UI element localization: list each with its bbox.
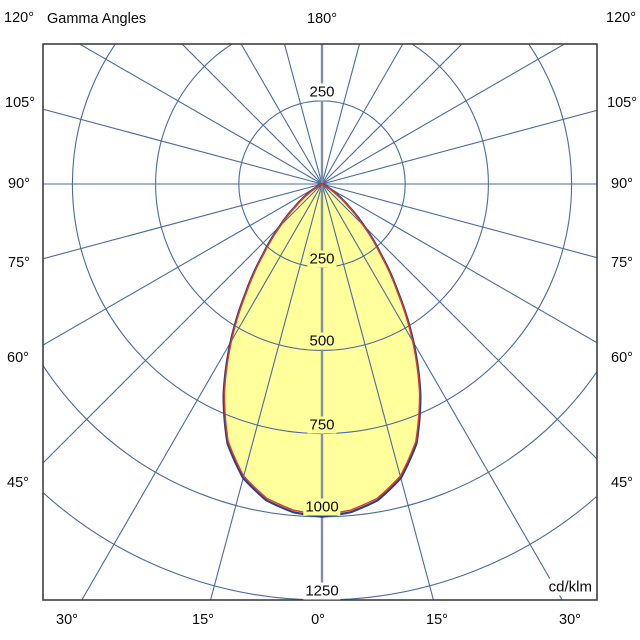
ring-value-500: 500 (307, 332, 337, 350)
grid-ray-45 (321, 183, 597, 460)
grid-ray-15 (321, 183, 435, 600)
angle-label-30-bottom-right: 30° (559, 611, 581, 628)
angle-label-105-left: 105° (5, 94, 35, 111)
grid-ray-150 (321, 44, 404, 185)
grid-ray-300 (43, 183, 323, 346)
ring-value-1000: 1000 (303, 498, 341, 516)
angle-label-60-right: 60° (611, 349, 633, 366)
grid-ray-165 (321, 44, 361, 185)
grid-ray-255 (43, 108, 323, 185)
grid-ray-330 (81, 183, 323, 600)
grid-ray-285 (43, 183, 323, 260)
angle-label-0-bottom: 0° (311, 611, 325, 628)
page-title: Gamma Angles (47, 10, 147, 27)
angle-label-120-right: 120° (606, 9, 636, 26)
ring-value-250-upper: 250 (307, 83, 337, 101)
grid-ray-120 (321, 44, 566, 185)
ring-value-1250: 1250 (303, 582, 341, 600)
grid-ray-135 (321, 44, 463, 185)
ring-value-750: 750 (307, 416, 337, 434)
angle-label-90-right: 90° (611, 175, 633, 192)
grid-ray-60 (321, 183, 597, 344)
angle-label-105-right: 105° (607, 94, 637, 111)
grid-ray-345 (209, 183, 323, 600)
angle-label-75-left: 75° (8, 254, 30, 271)
grid-ray-225 (181, 44, 323, 185)
ring-value-250-lower: 250 (307, 250, 337, 268)
plot-border (42, 43, 598, 601)
angle-label-15-bottom-left: 15° (192, 611, 214, 628)
angle-label-45-left: 45° (7, 474, 29, 491)
angle-label-180-top: 180° (307, 10, 337, 27)
angle-label-120-left: 120° (4, 9, 34, 26)
grid-ray-315 (43, 183, 323, 464)
angle-label-30-bottom-left: 30° (56, 611, 78, 628)
grid-ray-75 (321, 183, 597, 259)
angle-label-90-left: 90° (8, 175, 30, 192)
angle-label-45-right: 45° (611, 474, 633, 491)
grid-ray-240 (78, 44, 323, 185)
angle-label-15-bottom-right: 15° (426, 611, 448, 628)
grid-ray-210 (240, 44, 323, 185)
grid-ray-195 (283, 44, 323, 185)
angle-label-75-right: 75° (611, 254, 633, 271)
grid-ray-30 (321, 183, 563, 600)
unit-label: cd/klm (546, 578, 594, 596)
grid-ray-105 (321, 109, 597, 185)
angle-label-60-left: 60° (7, 349, 29, 366)
